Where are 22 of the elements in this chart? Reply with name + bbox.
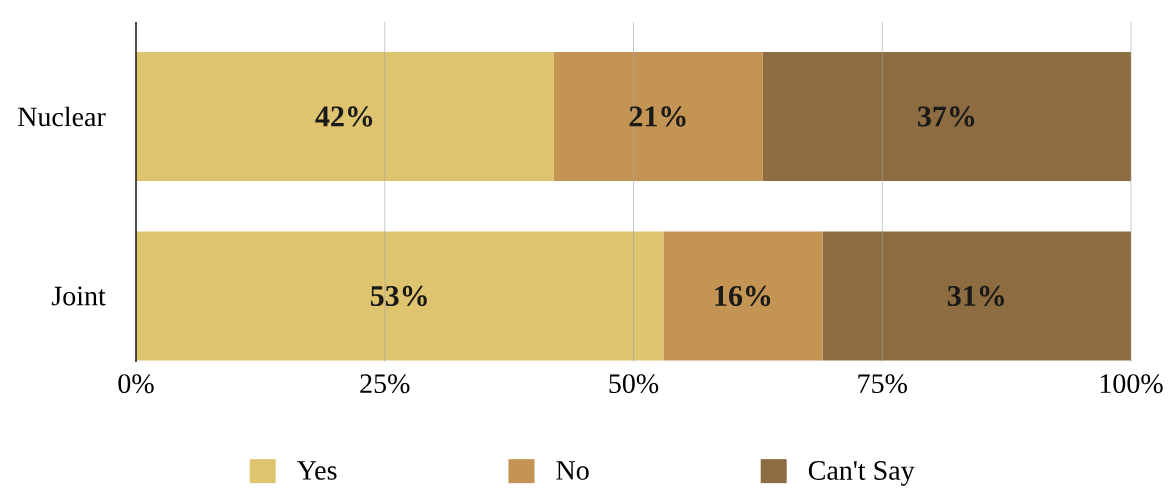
x-tick-label: 100% [1100, 374, 1163, 394]
x-tick-label: 75% [858, 374, 907, 394]
x-tick-label: 50% [609, 374, 659, 394]
legend-label: Can't Say [808, 461, 915, 486]
data-label: 42% [315, 106, 373, 127]
bar [822, 231, 1132, 361]
data-label: 53% [370, 285, 427, 307]
data-label: 37% [918, 106, 975, 127]
y-tick-label: Nuclear [18, 106, 106, 127]
y-tick-label: Joint [51, 286, 106, 306]
legend-label: No [556, 461, 589, 480]
bar [136, 52, 554, 181]
bar [553, 52, 763, 181]
data-label: 31% [947, 285, 1004, 307]
bar [136, 231, 664, 361]
data-label: 21% [629, 106, 686, 127]
x-tick-label: 0% [118, 374, 154, 394]
legend-label: Yes [297, 461, 337, 480]
bar [762, 52, 1132, 181]
data-label: 16% [715, 285, 771, 307]
x-tick-label: 25% [360, 374, 410, 394]
bar [663, 231, 823, 361]
